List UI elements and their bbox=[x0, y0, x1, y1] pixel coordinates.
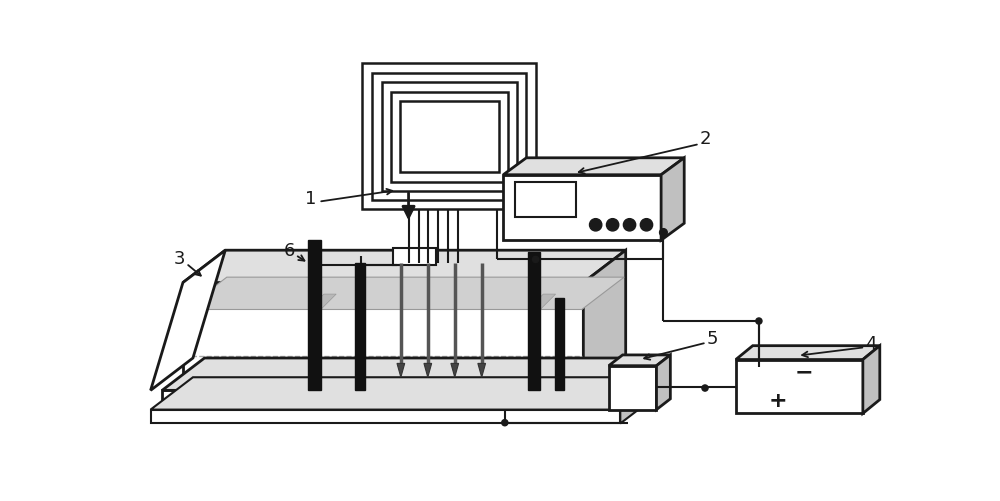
Bar bbox=[183, 283, 583, 391]
Text: 3: 3 bbox=[174, 249, 186, 268]
Polygon shape bbox=[397, 364, 405, 377]
Bar bbox=[515, 183, 576, 217]
Polygon shape bbox=[162, 358, 659, 391]
Bar bbox=[372, 74, 526, 201]
Circle shape bbox=[502, 420, 508, 426]
Bar bbox=[609, 366, 656, 410]
Circle shape bbox=[660, 229, 667, 237]
Bar bbox=[736, 360, 863, 414]
Text: 1: 1 bbox=[305, 189, 316, 207]
Polygon shape bbox=[184, 278, 624, 310]
Bar bbox=[308, 240, 321, 391]
Text: 6: 6 bbox=[284, 241, 295, 260]
Bar bbox=[503, 175, 661, 240]
Bar bbox=[151, 410, 620, 424]
Polygon shape bbox=[478, 364, 486, 377]
Polygon shape bbox=[609, 355, 670, 366]
Polygon shape bbox=[151, 250, 225, 391]
Bar bbox=[391, 92, 508, 182]
Bar bbox=[362, 64, 536, 210]
Bar bbox=[393, 248, 436, 266]
Polygon shape bbox=[183, 250, 626, 283]
Polygon shape bbox=[151, 377, 663, 410]
Polygon shape bbox=[656, 355, 670, 410]
Polygon shape bbox=[620, 377, 663, 424]
Polygon shape bbox=[616, 358, 659, 410]
Bar bbox=[162, 391, 616, 410]
Polygon shape bbox=[308, 295, 336, 310]
Text: −: − bbox=[794, 361, 813, 381]
Polygon shape bbox=[583, 250, 626, 391]
Text: 5: 5 bbox=[707, 329, 718, 347]
Bar bbox=[555, 298, 564, 391]
Text: 2: 2 bbox=[699, 130, 711, 147]
Circle shape bbox=[590, 219, 602, 231]
Polygon shape bbox=[528, 295, 556, 310]
Polygon shape bbox=[424, 364, 432, 377]
Circle shape bbox=[533, 257, 539, 263]
Circle shape bbox=[756, 318, 762, 325]
Circle shape bbox=[606, 219, 619, 231]
Text: +: + bbox=[769, 391, 787, 410]
Bar bbox=[355, 264, 365, 391]
Polygon shape bbox=[736, 346, 880, 360]
Bar bbox=[184, 310, 582, 391]
Polygon shape bbox=[863, 346, 880, 414]
Circle shape bbox=[702, 385, 708, 391]
Text: 4: 4 bbox=[865, 334, 876, 352]
Polygon shape bbox=[503, 158, 684, 175]
Bar bbox=[382, 83, 517, 191]
Bar bbox=[400, 102, 499, 173]
Circle shape bbox=[623, 219, 636, 231]
Circle shape bbox=[640, 219, 653, 231]
Polygon shape bbox=[661, 158, 684, 240]
Polygon shape bbox=[451, 364, 459, 377]
Bar bbox=[528, 252, 540, 391]
